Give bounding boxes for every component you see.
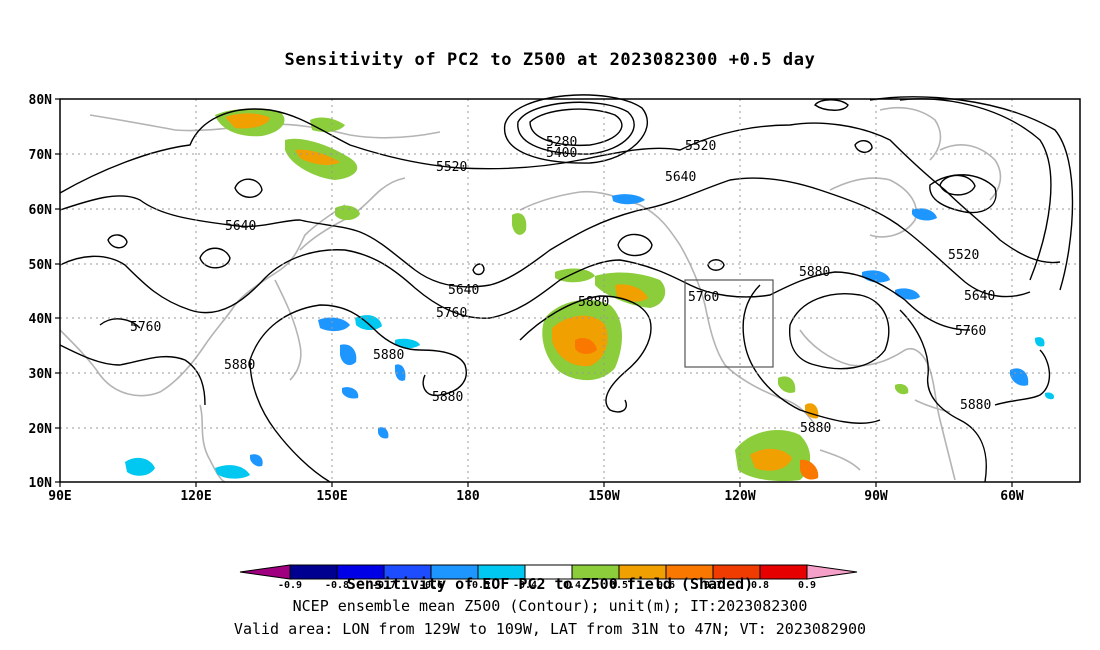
colorbar-tick-label: -0.5 — [466, 580, 490, 590]
contour-label: 5880 — [224, 358, 255, 373]
contour-label: 5880 — [373, 348, 404, 363]
contour-label: 5520 — [436, 160, 467, 175]
contour-label: 5760 — [436, 306, 467, 321]
contour-label: 5880 — [960, 398, 991, 413]
contour-label: 5640 — [225, 219, 256, 234]
colorbar-boxes — [239, 564, 858, 580]
lon-label-120e: 120E — [180, 489, 211, 504]
contour-label: 5880 — [432, 390, 463, 405]
sensitivity-shading — [125, 108, 1055, 482]
lat-label-20n: 20N — [29, 422, 53, 437]
lon-label-90w: 90W — [864, 489, 888, 504]
lon-label-120w: 120W — [724, 489, 755, 504]
lat-label-40n: 40N — [29, 312, 53, 327]
colorbar-tick-label: -0.6 — [419, 580, 443, 590]
colorbar-tick-label: -0.4 — [513, 580, 537, 590]
lat-label-30n: 30N — [29, 367, 53, 382]
lon-label-60w: 60W — [1000, 489, 1024, 504]
lat-label-80n: 80N — [29, 93, 53, 108]
chart-title: Sensitivity of PC2 to Z500 at 2023082300… — [284, 50, 816, 70]
gridlines — [60, 99, 1080, 482]
lat-label-60n: 60N — [29, 203, 53, 218]
positive-region-pacific — [512, 213, 666, 381]
map-plot: 5280 5400 5520 5520 5640 5640 5640 5520 … — [29, 93, 1081, 504]
contour-label: 5400 — [546, 146, 577, 161]
tick-marks — [55, 98, 1013, 487]
colorbar-tick-label: -0.8 — [325, 580, 349, 590]
contour-label: 5640 — [448, 283, 479, 298]
footer-line-1: Sensitivity of EOF PC2 to Z500 field (Sh… — [346, 575, 754, 593]
colorbar-tick-label: 0.8 — [751, 580, 769, 590]
colorbar-end-right — [806, 564, 858, 580]
colorbar-tick-label: 0.5 — [610, 580, 628, 590]
contour-label: 5640 — [665, 170, 696, 185]
contour-label: 5760 — [955, 324, 986, 339]
lat-label-50n: 50N — [29, 258, 53, 273]
lat-label-10n: 10N — [29, 476, 53, 491]
latitude-labels: 80N 70N 60N 50N 40N 30N 20N 10N — [29, 93, 53, 491]
contour-label: 5520 — [685, 139, 716, 154]
colorbar-tick-label: 0.7 — [704, 580, 722, 590]
contour-label: 5880 — [578, 295, 609, 310]
contour-label: 5880 — [799, 265, 830, 280]
contour-label: 5760 — [130, 320, 161, 335]
contour-label: 5280 — [546, 135, 577, 150]
colorbar-tick-label: 0.4 — [563, 580, 581, 590]
colorbar-tick-label: -0.9 — [278, 580, 302, 590]
negative-region-west-pacific — [125, 315, 420, 479]
lon-label-180: 180 — [456, 489, 480, 504]
contour-label: 5760 — [688, 290, 719, 305]
footer-line-2: NCEP ensemble mean Z500 (Contour); unit(… — [292, 597, 808, 615]
longitude-labels: 90E 120E 150E 180 150W 120W 90W 60W — [48, 489, 1024, 504]
footer-line-3: Valid area: LON from 129W to 109W, LAT f… — [233, 620, 867, 638]
lon-label-150e: 150E — [316, 489, 347, 504]
contour-labels: 5280 5400 5520 5520 5640 5640 5640 5520 … — [130, 135, 995, 436]
colorbar-tick-label: -0.7 — [372, 580, 396, 590]
plot-frame — [59, 98, 1081, 483]
colorbar: -0.9 -0.8 -0.7 -0.6 -0.5 -0.4 0.4 0.5 0.6 0.7 0.8 0… — [239, 564, 858, 590]
contour-label: 5520 — [948, 248, 979, 263]
contour-label: 5880 — [800, 421, 831, 436]
contour-label: 5640 — [964, 289, 995, 304]
z500-contours — [59, 94, 1074, 483]
lon-label-90e: 90E — [48, 489, 71, 504]
lat-label-70n: 70N — [29, 148, 53, 163]
colorbar-tick-labels: -0.9 -0.8 -0.7 -0.6 -0.5 -0.4 0.4 0.5 0.6 0.7 0.8 0… — [278, 580, 816, 590]
colorbar-tick-label: 0.9 — [798, 580, 816, 590]
lon-label-150w: 150W — [588, 489, 619, 504]
colorbar-tick-label: 0.6 — [657, 580, 675, 590]
valid-area-box — [684, 279, 774, 368]
